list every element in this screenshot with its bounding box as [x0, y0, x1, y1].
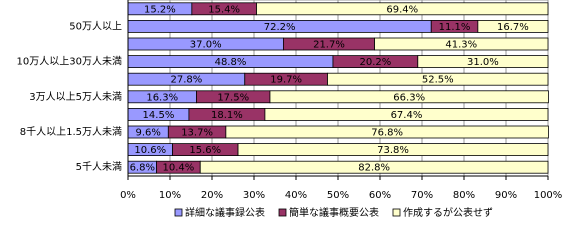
legend-label: 作成するが公表せず — [403, 206, 493, 219]
value-label: 11.1% — [439, 22, 471, 33]
value-label: 17.5% — [217, 92, 249, 103]
value-label: 76.8% — [371, 128, 403, 139]
value-label: 21.7% — [313, 40, 345, 51]
value-label: 9.6% — [135, 128, 160, 139]
value-label: 10.4% — [163, 163, 195, 174]
bar-segment — [199, 160, 549, 174]
x-tick-label: 80% — [453, 190, 475, 201]
value-label: 18.1% — [211, 110, 243, 121]
value-label: 16.3% — [146, 92, 178, 103]
value-label: 6.8% — [130, 163, 155, 174]
value-label: 82.8% — [358, 163, 390, 174]
value-label: 31.0% — [467, 57, 499, 68]
value-label: 66.3% — [393, 92, 425, 103]
y-tick-label: 5千人未満 — [76, 161, 122, 173]
value-label: 72.2% — [264, 22, 296, 33]
value-label: 13.7% — [181, 128, 213, 139]
y-tick-label: 50万人以上 — [69, 20, 122, 32]
x-tick-label: 100% — [534, 190, 563, 201]
x-tick-label: 20% — [201, 190, 223, 201]
value-label: 14.5% — [143, 110, 175, 121]
bar-segment — [327, 72, 549, 86]
x-tick-label: 90% — [495, 190, 517, 201]
legend-swatch — [278, 208, 287, 217]
value-label: 52.5% — [422, 75, 454, 86]
value-label: 15.4% — [208, 4, 240, 15]
value-label: 15.6% — [189, 145, 221, 156]
value-label: 73.8% — [377, 145, 409, 156]
bar-segment — [477, 19, 549, 33]
x-tick-label: 0% — [120, 190, 136, 201]
value-label: 20.2% — [359, 57, 391, 68]
y-tick-label: 10万人以上30万人未満 — [17, 56, 122, 68]
legend-label: 詳細な議事録公表 — [185, 206, 265, 219]
value-label: 37.0% — [190, 40, 222, 51]
legend-swatch — [392, 208, 401, 217]
x-tick-label: 30% — [243, 190, 265, 201]
x-tick-label: 70% — [411, 190, 433, 201]
value-label: 69.4% — [386, 4, 418, 15]
x-tick-label: 10% — [159, 190, 181, 201]
bar-segment — [264, 108, 549, 121]
y-tick-label: 3万人以上5万人未満 — [29, 91, 122, 103]
legend-label: 簡単な議事概要公表 — [289, 206, 379, 219]
value-label: 10.6% — [134, 145, 166, 156]
value-label: 19.7% — [270, 75, 302, 86]
bar-segment — [237, 143, 549, 157]
bar-segment — [417, 55, 549, 68]
value-label: 15.2% — [144, 4, 176, 15]
y-tick-label: 8千人以上1.5万人未満 — [20, 126, 122, 138]
chart: 0% 10% 20% 30% 40% 50% 60% 70% 80% 90% 100% 15.2% 15… — [17, 0, 563, 219]
value-label: 48.8% — [215, 57, 247, 68]
value-label: 27.8% — [170, 75, 202, 86]
bar-segment — [269, 90, 549, 104]
x-tick-label: 40% — [285, 190, 307, 201]
value-label: 41.3% — [445, 40, 477, 51]
legend-swatch — [174, 208, 183, 217]
bar-segment — [374, 37, 549, 51]
x-tick-label: 60% — [369, 190, 391, 201]
value-label: 67.4% — [391, 110, 423, 121]
x-tick-label: 50% — [327, 190, 349, 201]
bar-segment — [256, 2, 549, 16]
value-label: 16.7% — [497, 22, 529, 33]
bar-segment — [225, 125, 549, 139]
